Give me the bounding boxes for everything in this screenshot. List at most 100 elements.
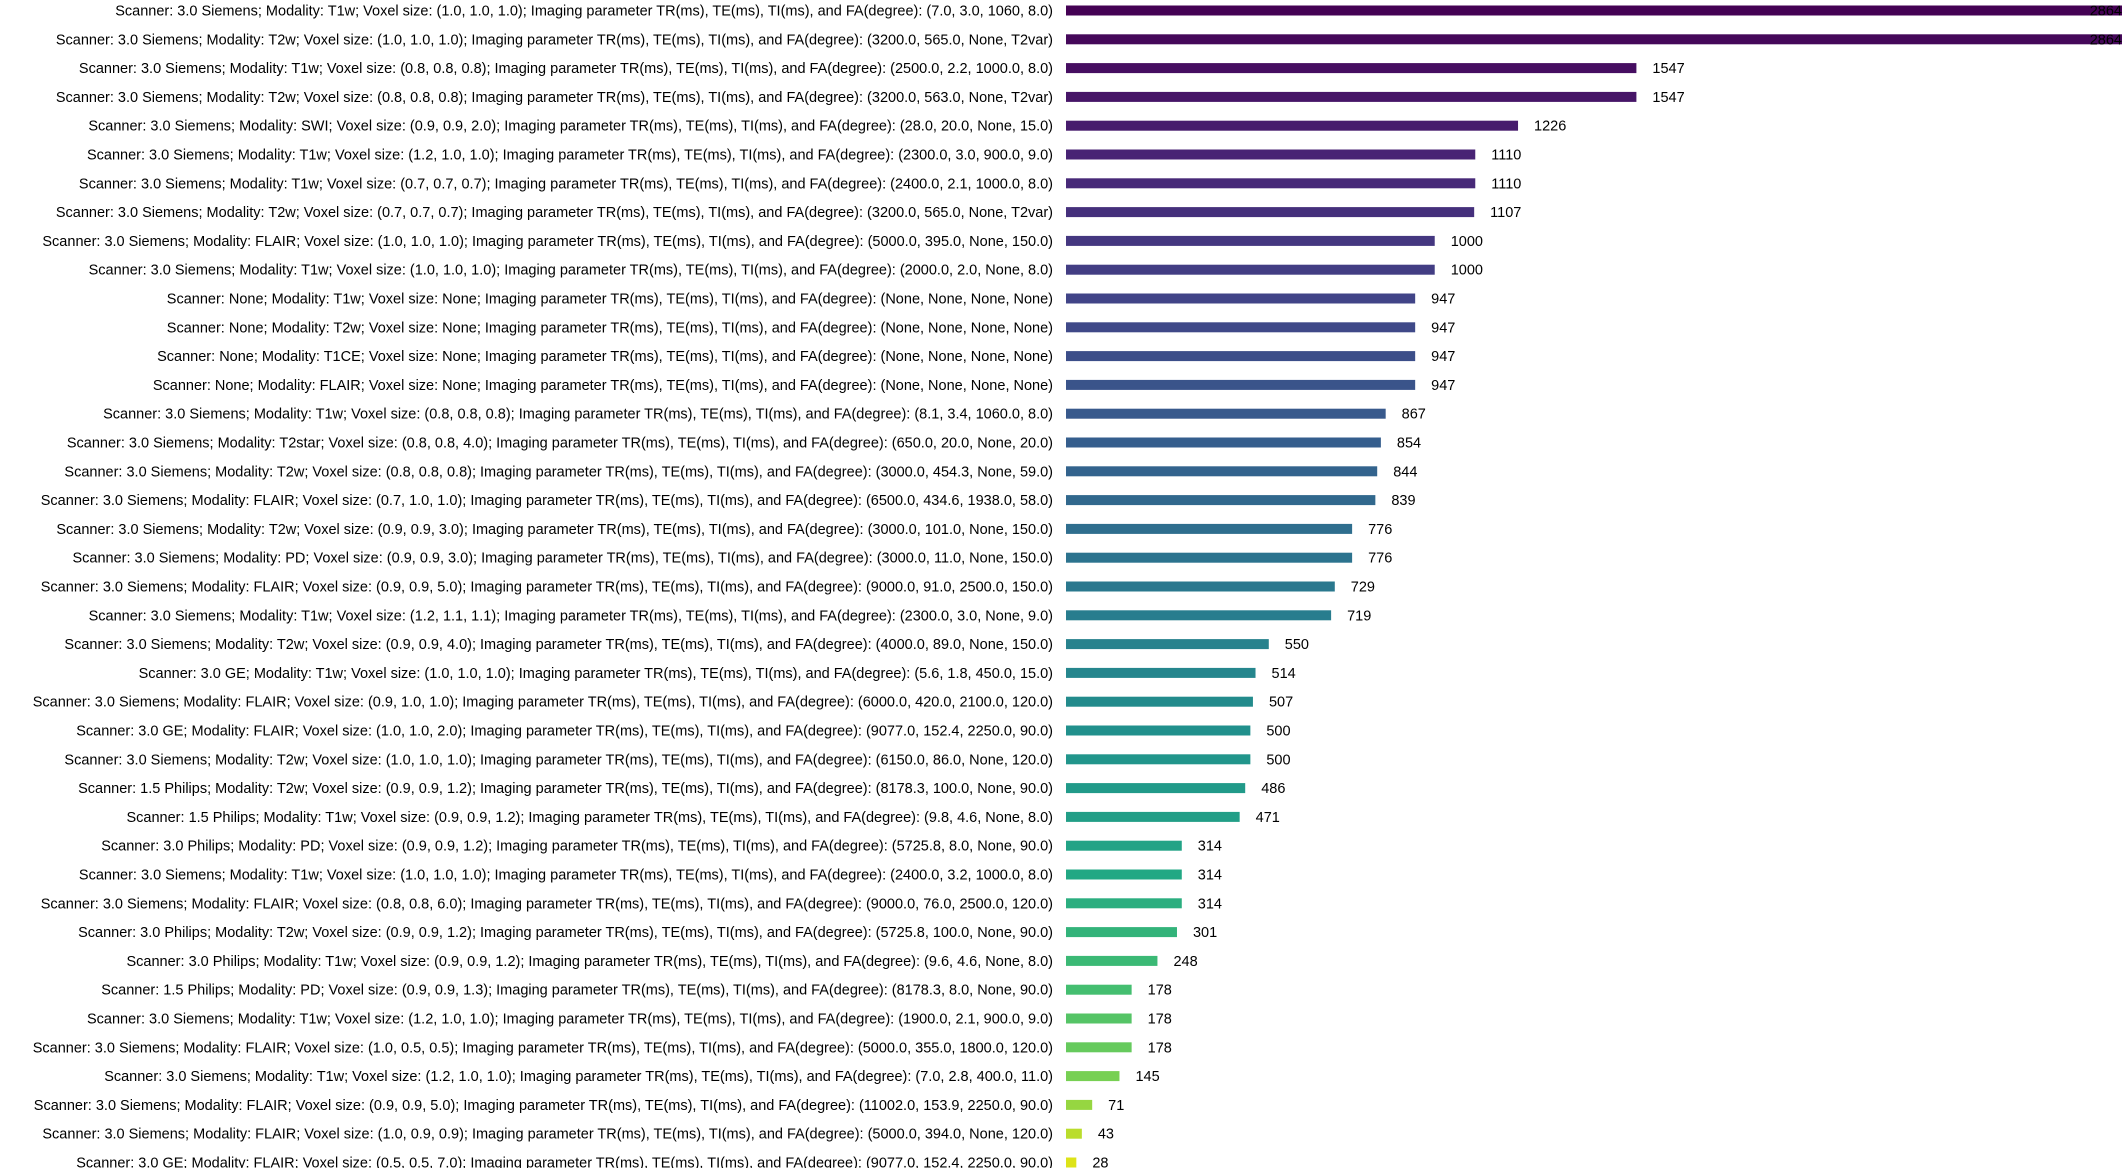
category-label-25: Scanner: 3.0 GE; Modality: FLAIR; Voxel … [76,724,1053,740]
value-label-16: 844 [1393,464,1417,480]
category-label-4: Scanner: 3.0 Siemens; Modality: SWI; Vox… [88,119,1053,135]
category-label-5: Scanner: 3.0 Siemens; Modality: T1w; Vox… [87,148,1053,164]
value-label-7: 1107 [1490,205,1521,221]
value-label-15: 854 [1397,436,1421,452]
bar-1 [1066,34,2122,45]
value-label-10: 947 [1431,292,1455,308]
category-label-20: Scanner: 3.0 Siemens; Modality: FLAIR; V… [41,580,1053,596]
bar-7 [1066,207,1475,218]
category-label-14: Scanner: 3.0 Siemens; Modality: T1w; Vox… [103,407,1053,423]
value-label-12: 947 [1431,349,1455,365]
bar-32 [1066,927,1177,938]
bar-16 [1066,466,1378,477]
bar-22 [1066,639,1269,650]
bar-29 [1066,840,1182,851]
bar-11 [1066,322,1416,333]
category-label-30: Scanner: 3.0 Siemens; Modality: T1w; Vox… [79,868,1053,884]
category-label-38: Scanner: 3.0 Siemens; Modality: FLAIR; V… [34,1098,1053,1114]
category-label-2: Scanner: 3.0 Siemens; Modality: T1w; Vox… [79,61,1053,77]
value-label-0: 2864 [2090,4,2122,20]
category-label-13: Scanner: None; Modality: FLAIR; Voxel si… [153,378,1053,394]
category-label-29: Scanner: 3.0 Philips; Modality: PD; Voxe… [101,839,1053,855]
category-label-40: Scanner: 3.0 GE; Modality: FLAIR; Voxel … [76,1156,1053,1168]
value-label-20: 729 [1351,580,1375,596]
bar-4 [1066,120,1519,131]
category-label-11: Scanner: None; Modality: T2w; Voxel size… [167,320,1053,336]
value-label-6: 1110 [1491,176,1521,192]
value-label-35: 178 [1148,1012,1172,1028]
category-label-31: Scanner: 3.0 Siemens; Modality: FLAIR; V… [41,896,1053,912]
value-label-14: 867 [1402,407,1426,423]
value-label-18: 776 [1368,522,1392,538]
bars-group: Scanner: 3.0 Siemens; Modality: T1w; Vox… [33,4,2122,1168]
value-label-27: 486 [1261,781,1285,797]
bar-37 [1066,1071,1120,1082]
value-label-36: 178 [1148,1040,1172,1056]
bar-15 [1066,437,1381,448]
bar-38 [1066,1099,1093,1110]
value-label-25: 500 [1266,724,1290,740]
bar-10 [1066,293,1416,304]
bar-12 [1066,351,1416,362]
category-label-27: Scanner: 1.5 Philips; Modality: T2w; Vox… [78,781,1053,797]
bar-8 [1066,235,1435,246]
value-label-23: 514 [1272,666,1296,682]
category-label-9: Scanner: 3.0 Siemens; Modality: T1w; Vox… [89,263,1053,279]
bar-33 [1066,955,1158,966]
value-label-29: 314 [1198,839,1222,855]
bar-23 [1066,667,1256,678]
bar-31 [1066,898,1182,909]
bar-26 [1066,754,1251,765]
bar-39 [1066,1128,1082,1139]
value-label-38: 71 [1108,1098,1124,1114]
bar-20 [1066,581,1335,592]
bar-17 [1066,495,1376,506]
bar-40 [1066,1157,1077,1168]
bar-35 [1066,1013,1132,1024]
bar-28 [1066,811,1240,822]
category-label-39: Scanner: 3.0 Siemens; Modality: FLAIR; V… [42,1127,1053,1143]
bar-27 [1066,783,1246,794]
bar-34 [1066,984,1132,995]
value-label-24: 507 [1269,695,1293,711]
bar-3 [1066,91,1637,102]
category-label-37: Scanner: 3.0 Siemens; Modality: T1w; Vox… [104,1069,1053,1085]
value-label-4: 1226 [1534,119,1566,135]
value-label-1: 2864 [2090,32,2122,48]
value-label-33: 248 [1173,954,1197,970]
value-label-9: 1000 [1451,263,1483,279]
value-label-8: 1000 [1451,234,1483,250]
value-label-2: 1547 [1652,61,1684,77]
bar-21 [1066,610,1332,621]
value-label-30: 314 [1198,868,1222,884]
value-label-40: 28 [1092,1156,1108,1168]
category-label-0: Scanner: 3.0 Siemens; Modality: T1w; Vox… [115,4,1053,20]
category-label-3: Scanner: 3.0 Siemens; Modality: T2w; Vox… [56,90,1053,106]
bar-14 [1066,408,1386,419]
category-label-21: Scanner: 3.0 Siemens; Modality: T1w; Vox… [89,608,1053,624]
category-label-1: Scanner: 3.0 Siemens; Modality: T2w; Vox… [56,32,1053,48]
value-label-26: 500 [1266,752,1290,768]
value-label-11: 947 [1431,320,1455,336]
bar-25 [1066,725,1251,736]
category-label-24: Scanner: 3.0 Siemens; Modality: FLAIR; V… [33,695,1053,711]
value-label-17: 839 [1391,493,1415,509]
bar-13 [1066,379,1416,390]
value-label-21: 719 [1347,608,1371,624]
value-label-3: 1547 [1652,90,1684,106]
value-label-28: 471 [1256,810,1280,826]
category-label-19: Scanner: 3.0 Siemens; Modality: PD; Voxe… [72,551,1053,567]
value-label-37: 145 [1135,1069,1159,1085]
value-label-34: 178 [1148,983,1172,999]
bar-19 [1066,552,1353,563]
bar-5 [1066,149,1476,160]
bar-24 [1066,696,1253,707]
category-label-17: Scanner: 3.0 Siemens; Modality: FLAIR; V… [41,493,1053,509]
bar-0 [1066,5,2122,16]
category-label-10: Scanner: None; Modality: T1w; Voxel size… [167,292,1053,308]
category-label-22: Scanner: 3.0 Siemens; Modality: T2w; Vox… [64,637,1053,653]
category-label-36: Scanner: 3.0 Siemens; Modality: FLAIR; V… [33,1040,1053,1056]
value-label-32: 301 [1193,925,1217,941]
value-label-13: 947 [1431,378,1455,394]
